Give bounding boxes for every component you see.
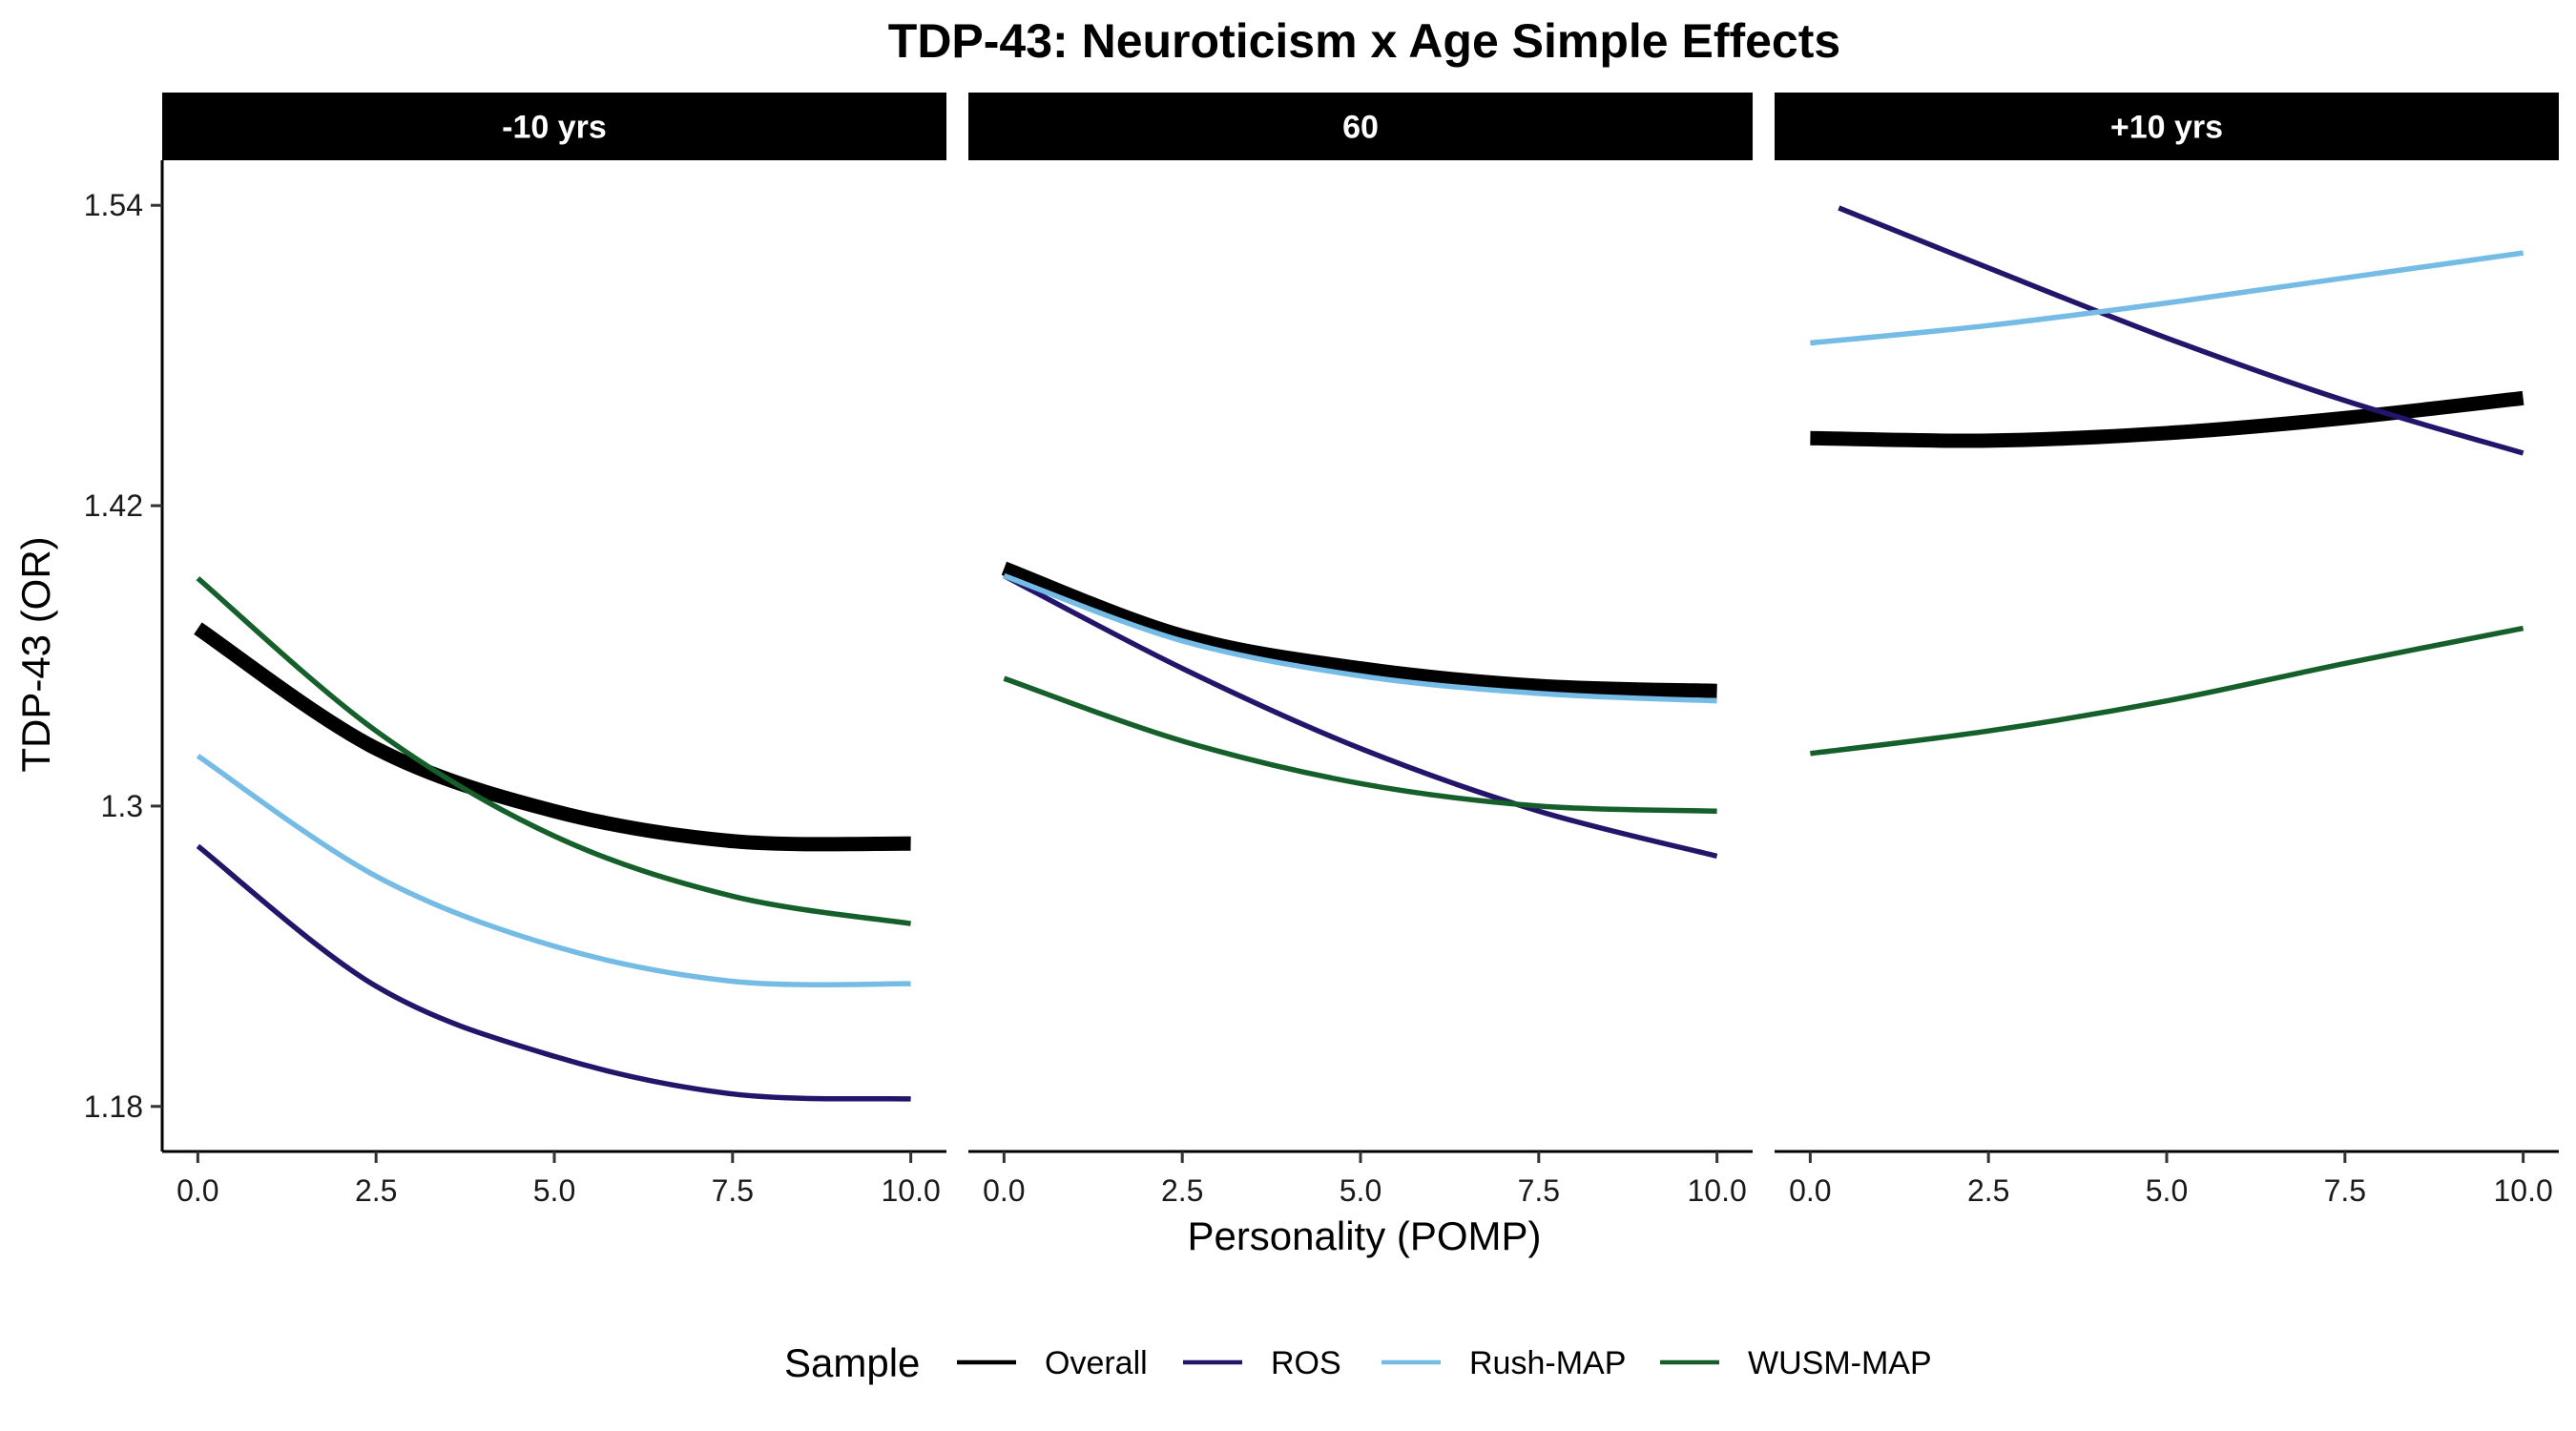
y-tick-label: 1.42 xyxy=(84,488,143,523)
legend-label: WUSM-MAP xyxy=(1748,1345,1932,1381)
facet-strip-label: 60 xyxy=(1342,110,1379,146)
series-line-ros xyxy=(1838,205,2524,456)
y-tick-label: 1.18 xyxy=(84,1089,143,1124)
x-tick-label: 7.5 xyxy=(712,1173,754,1208)
series-line-overall xyxy=(1001,561,1717,698)
x-tick-label: 10.0 xyxy=(2493,1173,2552,1208)
y-tick-label: 1.54 xyxy=(84,188,143,222)
facet-strip xyxy=(1775,93,2559,160)
x-tick-label: 5.0 xyxy=(1340,1173,1381,1208)
facet-strip-label: -10 yrs xyxy=(502,110,607,146)
series-line-wusm-map xyxy=(196,576,912,926)
x-tick-label: 10.0 xyxy=(1687,1173,1746,1208)
x-tick-label: 2.5 xyxy=(1161,1173,1203,1208)
series-line-ros xyxy=(1003,573,1718,860)
x-tick-label: 2.5 xyxy=(1967,1173,2009,1208)
x-tick-label: 0.0 xyxy=(983,1173,1025,1208)
x-tick-label: 2.5 xyxy=(355,1173,397,1208)
series-line-wusm-map xyxy=(1810,625,2524,757)
legend: Sample Overall ROS Rush-MAP WUSM-MAP xyxy=(784,1340,1932,1385)
facet-strip xyxy=(162,93,946,160)
series-line-rush-map xyxy=(1003,572,1717,704)
facet-strip-label: +10 yrs xyxy=(2110,110,2223,146)
series-line-overall xyxy=(194,622,911,852)
x-tick-label: 0.0 xyxy=(177,1173,218,1208)
series-line-ros xyxy=(196,843,911,1102)
legend-label: Rush-MAP xyxy=(1469,1345,1626,1381)
panel-3: +10 yrs 0.0 2.5 5.0 7.5 10.0 xyxy=(1775,93,2559,1208)
x-tick-label: 0.0 xyxy=(1789,1173,1831,1208)
series-line-rush-map xyxy=(1810,250,2524,346)
panels-layer: -10 yrs 0.0 2.5 5.0 7.5 10.0 60 0.0 2.5 5.0 7.5 10.… xyxy=(162,93,2559,1208)
series-line-overall xyxy=(1810,390,2524,448)
panel-1: -10 yrs 0.0 2.5 5.0 7.5 10.0 xyxy=(162,93,946,1208)
x-tick-label: 5.0 xyxy=(2146,1173,2188,1208)
y-axis-title: TDP-43 (OR) xyxy=(13,536,58,772)
series-line-wusm-map xyxy=(1003,675,1717,814)
legend-title: Sample xyxy=(784,1340,920,1385)
series-line-rush-map xyxy=(196,754,911,987)
chart-title: TDP-43: Neuroticism x Age Simple Effects xyxy=(888,14,1840,68)
x-tick-label: 10.0 xyxy=(881,1173,940,1208)
y-axis: 1.18 1.3 1.42 1.54 xyxy=(84,160,164,1151)
x-tick-label: 5.0 xyxy=(533,1173,575,1208)
legend-label: ROS xyxy=(1271,1345,1341,1381)
legend-label: Overall xyxy=(1045,1345,1148,1381)
x-tick-label: 7.5 xyxy=(2324,1173,2366,1208)
facet-strip xyxy=(968,93,1753,160)
x-tick-label: 7.5 xyxy=(1518,1173,1560,1208)
panel-2: 60 0.0 2.5 5.0 7.5 10.0 xyxy=(968,93,1753,1208)
y-tick-label: 1.3 xyxy=(101,789,143,823)
x-axis-title: Personality (POMP) xyxy=(1187,1213,1541,1258)
